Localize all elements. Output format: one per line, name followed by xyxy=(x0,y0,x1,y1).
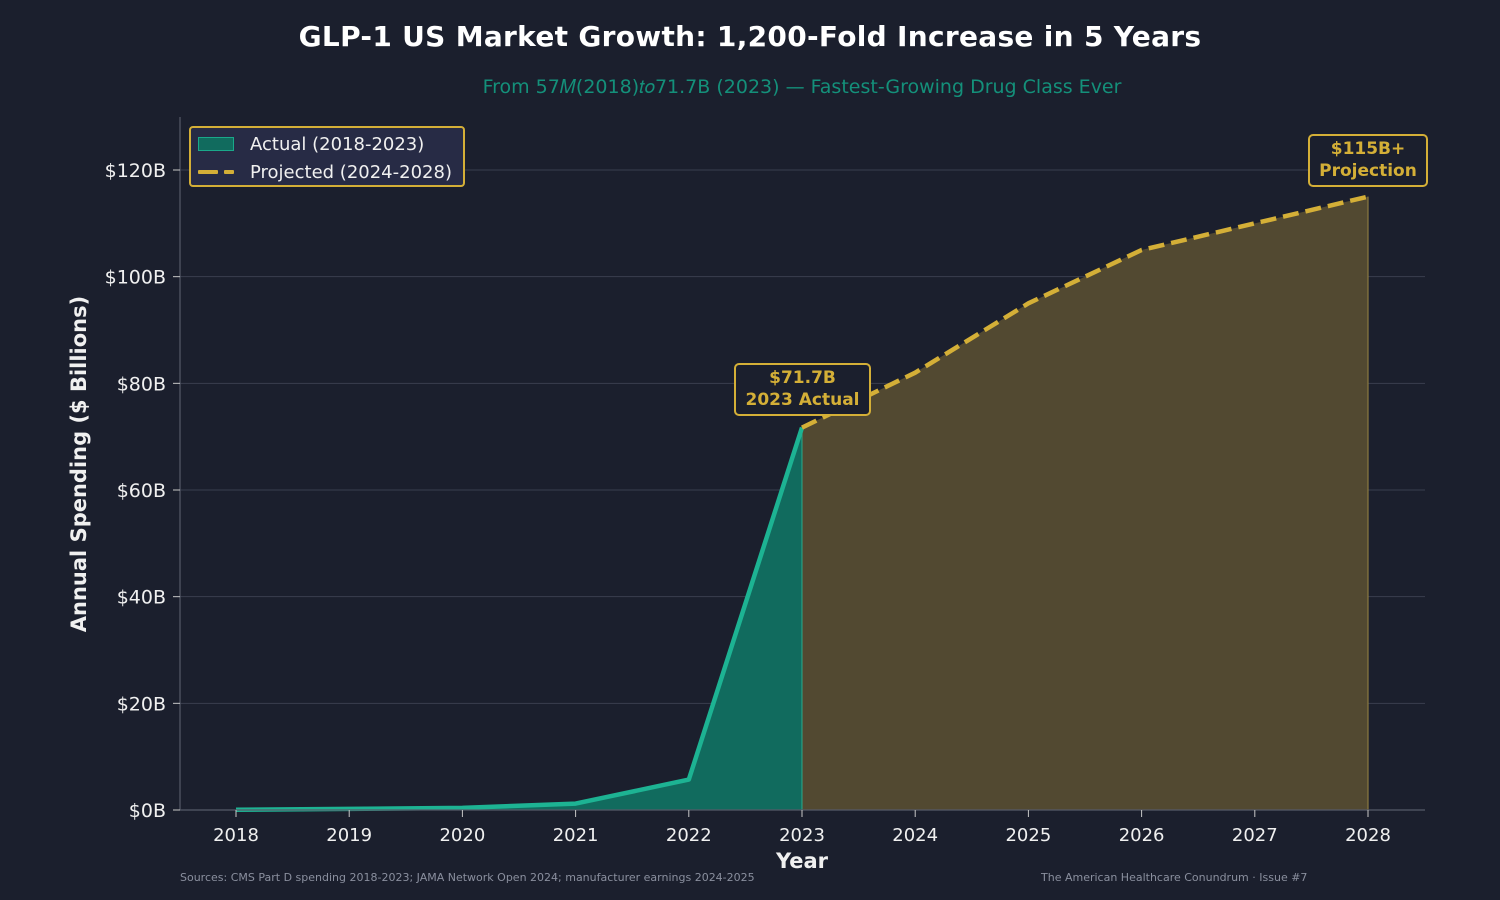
legend-label-projected: Projected (2024-2028) xyxy=(250,161,452,183)
legend-swatch-actual xyxy=(198,137,234,151)
x-tick-label-2020: 2020 xyxy=(439,825,485,846)
legend-label-actual: Actual (2018-2023) xyxy=(250,133,425,155)
x-tick-label-2018: 2018 xyxy=(213,825,259,846)
chart-legend: Actual (2018-2023) Projected (2024-2028) xyxy=(189,126,465,187)
y-axis-ticks: $0B $20B $40B $60B $80B $100B $120B xyxy=(105,160,180,822)
annotation-2028-label: Projection xyxy=(1319,161,1417,181)
x-tick-label-2026: 2026 xyxy=(1119,825,1165,846)
y-axis-label: Annual Spending ($ Billions) xyxy=(67,296,91,632)
y-tick-label-0: $0B xyxy=(129,800,166,822)
y-tick-label-20: $20B xyxy=(117,693,166,715)
x-axis-label: Year xyxy=(775,849,829,873)
annotation-2023-actual: $71.7B 2023 Actual xyxy=(734,363,871,416)
annotation-2028-value: $115B+ xyxy=(1330,139,1406,159)
chart-subtitle: From 57𝑀(2018)𝑡𝑜71.7B (2023) — Fastest-G… xyxy=(482,76,1122,98)
credit-note: The American Healthcare Conundrum · Issu… xyxy=(1041,871,1308,884)
legend-swatch-projected xyxy=(198,165,234,179)
y-tick-label-80: $80B xyxy=(117,373,166,395)
area-fills xyxy=(236,196,1369,810)
x-axis-ticks: 2018 2019 2020 2021 2022 2023 2024 2025 2026 2027… xyxy=(213,810,1391,846)
area-fill-actual xyxy=(236,427,802,810)
x-tick-label-2028: 2028 xyxy=(1345,825,1391,846)
x-tick-label-2021: 2021 xyxy=(553,825,599,846)
y-tick-label-60: $60B xyxy=(117,480,166,502)
annotation-2023-value: $71.7B xyxy=(769,368,836,388)
x-tick-label-2025: 2025 xyxy=(1005,825,1051,846)
annotation-2023-label: 2023 Actual xyxy=(745,390,860,410)
x-tick-label-2019: 2019 xyxy=(326,825,372,846)
y-tick-label-120: $120B xyxy=(105,160,166,182)
x-tick-label-2023: 2023 xyxy=(779,825,825,846)
legend-item-actual: Actual (2018-2023) xyxy=(198,132,424,156)
x-tick-label-2027: 2027 xyxy=(1232,825,1278,846)
series-line-projected xyxy=(801,194,1369,430)
area-fill-projected xyxy=(802,196,1368,810)
x-tick-label-2024: 2024 xyxy=(892,825,938,846)
legend-item-projected: Projected (2024-2028) xyxy=(198,160,452,184)
source-note: Sources: CMS Part D spending 2018-2023; … xyxy=(180,871,755,884)
series-line-actual xyxy=(235,426,805,812)
annotation-2028-projection: $115B+ Projection xyxy=(1308,134,1428,187)
chart-title: GLP-1 US Market Growth: 1,200-Fold Incre… xyxy=(298,20,1202,53)
x-tick-label-2022: 2022 xyxy=(666,825,712,846)
y-tick-label-40: $40B xyxy=(117,587,166,609)
y-tick-label-100: $100B xyxy=(105,267,166,289)
